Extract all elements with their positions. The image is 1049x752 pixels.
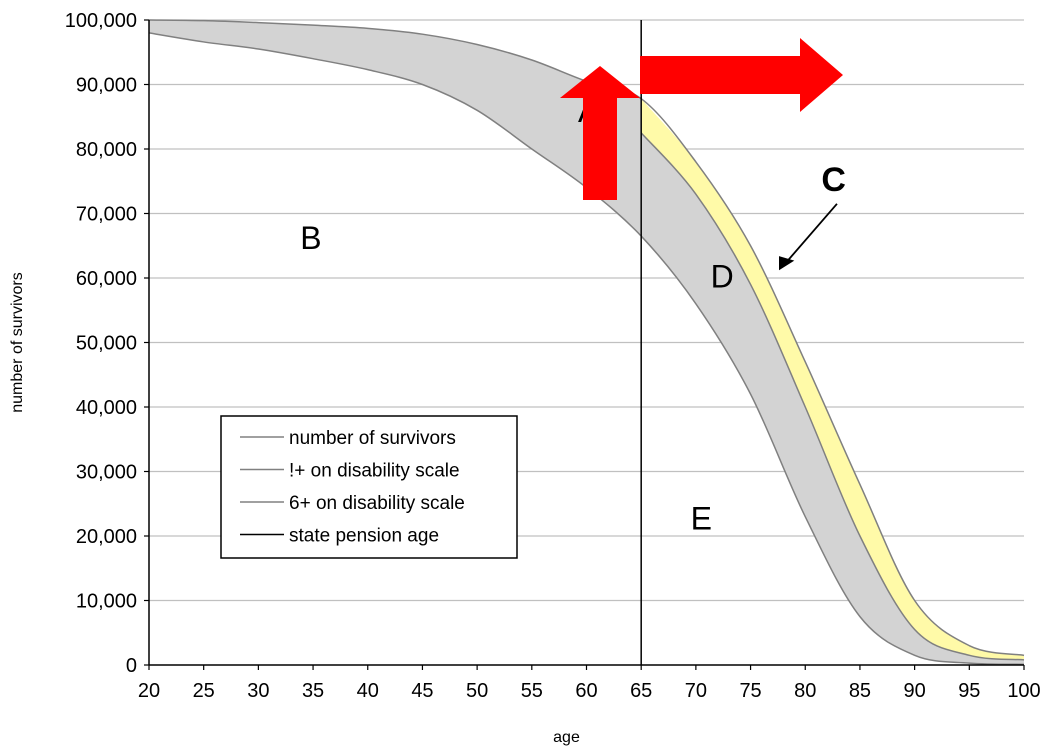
x-tick-label-3: 35: [302, 680, 324, 702]
x-tick-label-13: 85: [849, 680, 871, 702]
annotation-arrow-c-head: [779, 256, 795, 271]
x-tick-label-12: 80: [794, 680, 816, 702]
line-layer: [148, 19, 1025, 666]
x-tick-label-1: 25: [193, 680, 215, 702]
annotation-label-e: E: [691, 501, 712, 537]
annotation-label-b: B: [300, 220, 321, 256]
band-grey-before-pension: [149, 20, 642, 237]
x-tick-label-6: 50: [466, 680, 488, 702]
legend-label-1: !+ on disability scale: [289, 461, 460, 482]
legend-label-2: 6+ on disability scale: [289, 493, 465, 514]
annotation-arrow-c-shaft: [785, 203, 838, 263]
y-tick-label-3: 30,000: [76, 462, 137, 484]
x-tick-label-0: 20: [138, 680, 160, 702]
series-line-disability-6plus: [148, 32, 1025, 666]
axis-layer: 0 10,000 20,000 30,000 40,000 50,000 60,000 70,…: [9, 10, 1041, 746]
x-tick-label-11: 75: [739, 680, 761, 702]
red-arrow-right: [640, 38, 843, 112]
y-tick-label-10: 100,000: [65, 10, 137, 32]
band-yellow-after-pension: [641, 98, 1024, 660]
y-tick-label-5: 50,000: [76, 333, 137, 355]
x-tick-label-16: 100: [1007, 680, 1040, 702]
y-tick-label-6: 60,000: [76, 268, 137, 290]
y-tick-label-8: 80,000: [76, 139, 137, 161]
annotation-label-c: C: [821, 161, 846, 199]
x-tick-label-14: 90: [904, 680, 926, 702]
area-layer: [149, 20, 1024, 665]
x-tick-label-10: 70: [685, 680, 707, 702]
legend-label-0: number of survivors: [289, 428, 456, 449]
x-tick-label-8: 60: [575, 680, 597, 702]
band-grey-after-pension: [641, 132, 1024, 665]
legend: number of survivors !+ on disability scal…: [220, 415, 518, 559]
annotation-layer: ABCDE: [300, 38, 846, 537]
x-tick-label-15: 95: [958, 680, 980, 702]
y-tick-label-4: 40,000: [76, 397, 137, 419]
x-tick-label-7: 55: [521, 680, 543, 702]
y-tick-label-7: 70,000: [76, 204, 137, 226]
y-tick-label-9: 90,000: [76, 75, 137, 97]
y-tick-label-1: 10,000: [76, 591, 137, 613]
legend-label-3: state pension age: [289, 526, 439, 547]
x-tick-label-2: 30: [247, 680, 269, 702]
annotation-label-d: D: [711, 259, 734, 295]
x-tick-label-4: 40: [357, 680, 379, 702]
y-axis-label: number of survivors: [9, 272, 26, 413]
x-tick-label-9: 65: [630, 680, 652, 702]
series-line-disability-1plus: [640, 132, 1025, 661]
y-tick-label-2: 20,000: [76, 526, 137, 548]
y-tick-label-0: 0: [126, 655, 137, 677]
red-arrow-up: [560, 66, 640, 200]
x-tick-label-5: 45: [411, 680, 433, 702]
x-axis-label: age: [553, 729, 580, 746]
